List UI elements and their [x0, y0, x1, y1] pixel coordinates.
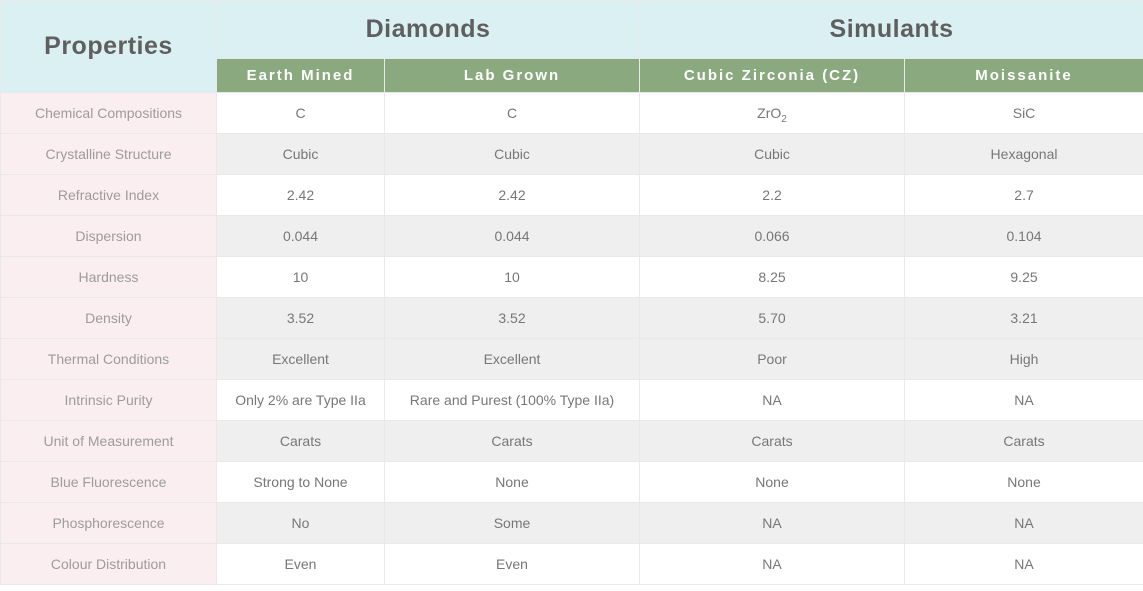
property-label: Colour Distribution: [1, 544, 217, 585]
value-cell: 9.25: [905, 257, 1143, 298]
value-cell: 0.104: [905, 216, 1143, 257]
value-cell: NA: [640, 544, 905, 585]
value-cell: None: [385, 462, 640, 503]
property-label: Unit of Measurement: [1, 421, 217, 462]
value-cell: NA: [905, 544, 1143, 585]
value-cell: Even: [385, 544, 640, 585]
value-cell: 0.044: [217, 216, 385, 257]
value-cell: C: [385, 93, 640, 134]
group-header-row: Properties Diamonds Simulants: [1, 1, 1143, 59]
value-cell: Excellent: [385, 339, 640, 380]
table-row: Colour DistributionEvenEvenNANA: [1, 544, 1143, 585]
table-row: PhosphorescenceNoSomeNANA: [1, 503, 1143, 544]
value-cell: Carats: [385, 421, 640, 462]
value-cell: 2.42: [385, 175, 640, 216]
property-label: Thermal Conditions: [1, 339, 217, 380]
table-row: Crystalline StructureCubicCubicCubicHexa…: [1, 134, 1143, 175]
value-cell: Even: [217, 544, 385, 585]
table-body: Chemical CompositionsCCZrO2SiCCrystallin…: [1, 93, 1143, 585]
value-cell: Hexagonal: [905, 134, 1143, 175]
table-head: Properties Diamonds Simulants Earth Mine…: [1, 1, 1143, 93]
value-cell: NA: [905, 380, 1143, 421]
property-label: Blue Fluorescence: [1, 462, 217, 503]
value-cell: Only 2% are Type IIa: [217, 380, 385, 421]
value-cell: 3.52: [217, 298, 385, 339]
value-cell: 3.21: [905, 298, 1143, 339]
property-label: Density: [1, 298, 217, 339]
value-cell: 2.2: [640, 175, 905, 216]
value-cell: NA: [905, 503, 1143, 544]
value-cell: NA: [640, 380, 905, 421]
value-cell: 0.044: [385, 216, 640, 257]
value-cell: Carats: [905, 421, 1143, 462]
value-cell: 3.52: [385, 298, 640, 339]
value-cell: 10: [385, 257, 640, 298]
group-header-simulants: Simulants: [640, 1, 1143, 59]
property-label: Crystalline Structure: [1, 134, 217, 175]
property-label: Chemical Compositions: [1, 93, 217, 134]
value-cell: Some: [385, 503, 640, 544]
table-row: Density3.523.525.703.21: [1, 298, 1143, 339]
property-label: Refractive Index: [1, 175, 217, 216]
value-cell: None: [640, 462, 905, 503]
value-cell: High: [905, 339, 1143, 380]
table-row: Chemical CompositionsCCZrO2SiC: [1, 93, 1143, 134]
table-row: Refractive Index2.422.422.22.7: [1, 175, 1143, 216]
corner-header: Properties: [1, 1, 217, 93]
value-cell: 2.42: [217, 175, 385, 216]
comparison-table: Properties Diamonds Simulants Earth Mine…: [0, 0, 1143, 585]
value-cell: Poor: [640, 339, 905, 380]
value-cell: Carats: [217, 421, 385, 462]
property-label: Phosphorescence: [1, 503, 217, 544]
value-cell: 2.7: [905, 175, 1143, 216]
property-label: Hardness: [1, 257, 217, 298]
value-cell: Strong to None: [217, 462, 385, 503]
value-cell: Excellent: [217, 339, 385, 380]
property-label: Dispersion: [1, 216, 217, 257]
property-label: Intrinsic Purity: [1, 380, 217, 421]
value-cell: NA: [640, 503, 905, 544]
sub-header-lab-grown: Lab Grown: [385, 59, 640, 93]
value-cell: None: [905, 462, 1143, 503]
value-cell: 8.25: [640, 257, 905, 298]
sub-header-cz: Cubic Zirconia (CZ): [640, 59, 905, 93]
table-row: Dispersion0.0440.0440.0660.104: [1, 216, 1143, 257]
value-cell: SiC: [905, 93, 1143, 134]
value-cell: ZrO2: [640, 93, 905, 134]
value-cell: No: [217, 503, 385, 544]
group-header-diamonds: Diamonds: [217, 1, 640, 59]
value-cell: Carats: [640, 421, 905, 462]
table-row: Unit of MeasurementCaratsCaratsCaratsCar…: [1, 421, 1143, 462]
sub-header-moissanite: Moissanite: [905, 59, 1143, 93]
value-cell: Cubic: [385, 134, 640, 175]
comparison-table-container: Properties Diamonds Simulants Earth Mine…: [0, 0, 1143, 585]
value-cell: C: [217, 93, 385, 134]
table-row: Hardness10108.259.25: [1, 257, 1143, 298]
value-cell: 10: [217, 257, 385, 298]
value-cell: Cubic: [217, 134, 385, 175]
value-cell: Cubic: [640, 134, 905, 175]
table-row: Intrinsic PurityOnly 2% are Type IIaRare…: [1, 380, 1143, 421]
value-cell: 5.70: [640, 298, 905, 339]
value-cell: 0.066: [640, 216, 905, 257]
sub-header-earth-mined: Earth Mined: [217, 59, 385, 93]
value-cell: Rare and Purest (100% Type IIa): [385, 380, 640, 421]
table-row: Thermal ConditionsExcellentExcellentPoor…: [1, 339, 1143, 380]
table-row: Blue FluorescenceStrong to NoneNoneNoneN…: [1, 462, 1143, 503]
